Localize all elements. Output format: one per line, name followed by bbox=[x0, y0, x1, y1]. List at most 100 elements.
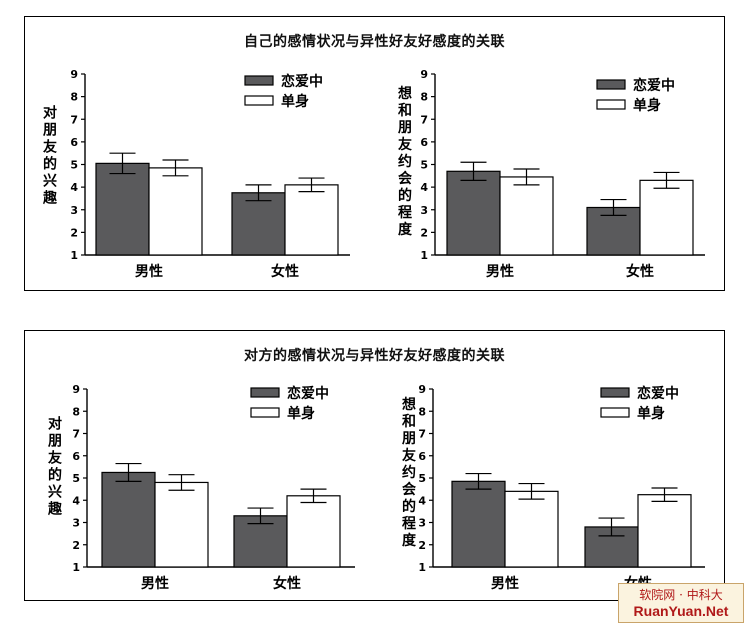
y-axis-label-char: 友 bbox=[43, 139, 57, 156]
x-category-label: 女性 bbox=[273, 575, 301, 592]
legend-swatch-in-love bbox=[600, 387, 630, 398]
y-axis-label-char: 对 bbox=[43, 105, 57, 122]
bar-in-love bbox=[101, 471, 156, 568]
y-tick-label: 9 bbox=[420, 68, 428, 81]
y-tick-label: 3 bbox=[72, 517, 80, 530]
bar-in-love bbox=[446, 170, 501, 256]
y-axis-label-char: 友 bbox=[398, 136, 412, 153]
y-tick-label: 7 bbox=[418, 428, 426, 441]
y-axis-label-char: 朋 bbox=[42, 123, 57, 139]
y-tick-label: 4 bbox=[420, 181, 428, 194]
y-axis-label-char: 和 bbox=[398, 103, 412, 119]
legend-swatch-in-love bbox=[596, 79, 626, 90]
y-tick-label: 1 bbox=[72, 561, 80, 574]
panel-title: 自己的感情状况与异性好友好感度的关联 bbox=[244, 34, 505, 50]
watermark-text-cn: 软院网 · 中科大 bbox=[639, 588, 723, 602]
y-tick-label: 4 bbox=[70, 181, 78, 194]
legend-label-single: 单身 bbox=[281, 93, 309, 110]
y-tick-label: 8 bbox=[418, 405, 426, 418]
bar-in-love bbox=[451, 480, 506, 568]
y-tick-label: 4 bbox=[72, 494, 80, 507]
legend-label-in-love: 恋爱中 bbox=[281, 73, 323, 90]
y-axis-label: 对朋友的兴趣 bbox=[47, 416, 63, 518]
y-tick-label: 8 bbox=[72, 405, 80, 418]
y-axis-label-char: 度 bbox=[398, 221, 413, 238]
y-axis-label-char: 朋 bbox=[397, 120, 412, 136]
figure-panel-own-status: 自己的感情状况与异性好友好感度的关联 1 2 3 4 5 6 7 8 9 对朋友的兴趣 男性 女性 恋爱… bbox=[24, 16, 725, 291]
y-tick-label: 7 bbox=[420, 113, 428, 126]
x-category-label: 女性 bbox=[626, 263, 654, 280]
y-axis-label-char: 朋 bbox=[47, 434, 62, 450]
y-tick-label: 6 bbox=[418, 450, 426, 463]
y-tick-label: 5 bbox=[418, 472, 426, 485]
x-category-label: 男性 bbox=[135, 263, 163, 280]
bar-in-love bbox=[95, 162, 150, 256]
y-axis-label: 想和朋友约会的程度 bbox=[397, 85, 413, 238]
y-axis-label-char: 约 bbox=[398, 153, 412, 170]
bar-single bbox=[637, 494, 692, 568]
legend-label-single: 单身 bbox=[637, 405, 665, 422]
watermark-logo: 软院网 · 中科大 RuanYuan.Net bbox=[618, 583, 744, 623]
y-tick-label: 9 bbox=[418, 383, 426, 396]
y-axis-label-char: 兴 bbox=[48, 484, 62, 501]
y-axis-label-char: 对 bbox=[48, 416, 62, 433]
legend-label-single: 单身 bbox=[633, 97, 661, 114]
y-axis-label-char: 友 bbox=[48, 450, 62, 467]
legend-label-in-love: 恋爱中 bbox=[637, 385, 679, 402]
legend-swatch-single bbox=[244, 95, 274, 106]
y-axis-label-char: 趣 bbox=[47, 501, 63, 518]
figure-panel-partner-status: 对方的感情状况与异性好友好感度的关联 1 2 3 4 5 6 7 8 9 对朋友的兴趣 男性 女性 恋爱… bbox=[24, 330, 725, 601]
y-tick-label: 2 bbox=[72, 539, 80, 552]
y-axis-label-char: 兴 bbox=[43, 173, 57, 190]
y-tick-label: 1 bbox=[420, 249, 428, 262]
legend-label-single: 单身 bbox=[287, 405, 315, 422]
y-axis-label-char: 朋 bbox=[401, 431, 416, 447]
y-axis-label-char: 的 bbox=[402, 498, 416, 515]
x-category-label: 女性 bbox=[271, 263, 299, 280]
y-axis-label-char: 会 bbox=[398, 170, 413, 187]
y-axis-label-char: 和 bbox=[402, 414, 416, 430]
y-tick-label: 3 bbox=[420, 204, 428, 217]
y-axis-label-char: 程 bbox=[402, 516, 416, 532]
y-axis-label-char: 的 bbox=[43, 156, 57, 173]
y-tick-label: 2 bbox=[420, 226, 428, 239]
legend-swatch-single bbox=[600, 407, 630, 418]
legend-swatch-in-love bbox=[250, 387, 280, 398]
y-tick-label: 8 bbox=[420, 91, 428, 104]
bar-single bbox=[504, 490, 559, 568]
y-axis-label: 对朋友的兴趣 bbox=[42, 105, 58, 207]
bar-single bbox=[284, 184, 339, 256]
y-tick-label: 5 bbox=[72, 472, 80, 485]
y-tick-label: 3 bbox=[70, 204, 78, 217]
y-tick-label: 7 bbox=[70, 113, 78, 126]
y-tick-label: 5 bbox=[70, 159, 78, 172]
y-axis-label-char: 趣 bbox=[42, 190, 58, 207]
y-axis-label-char: 的 bbox=[48, 467, 62, 484]
y-axis-label-char: 的 bbox=[398, 187, 412, 204]
y-axis-label-char: 度 bbox=[402, 532, 417, 549]
y-axis-label-char: 约 bbox=[402, 464, 416, 481]
watermark-text-en: RuanYuan.Net bbox=[633, 603, 729, 619]
y-tick-label: 4 bbox=[418, 494, 426, 507]
y-tick-label: 6 bbox=[70, 136, 78, 149]
y-tick-label: 5 bbox=[420, 159, 428, 172]
x-category-label: 男性 bbox=[491, 575, 519, 592]
bar-single bbox=[286, 495, 341, 568]
bar-single bbox=[148, 167, 203, 256]
panel-title: 对方的感情状况与异性好友好感度的关联 bbox=[244, 348, 505, 364]
y-axis-label-char: 友 bbox=[402, 447, 416, 464]
y-tick-label: 1 bbox=[418, 561, 426, 574]
bar-single bbox=[639, 179, 694, 256]
y-tick-label: 7 bbox=[72, 428, 80, 441]
legend-swatch-single bbox=[596, 99, 626, 110]
y-tick-label: 6 bbox=[420, 136, 428, 149]
x-category-label: 男性 bbox=[141, 575, 169, 592]
y-tick-label: 1 bbox=[70, 249, 78, 262]
y-tick-label: 8 bbox=[70, 91, 78, 104]
bar-single bbox=[499, 176, 554, 256]
legend-swatch-in-love bbox=[244, 75, 274, 86]
y-tick-label: 6 bbox=[72, 450, 80, 463]
